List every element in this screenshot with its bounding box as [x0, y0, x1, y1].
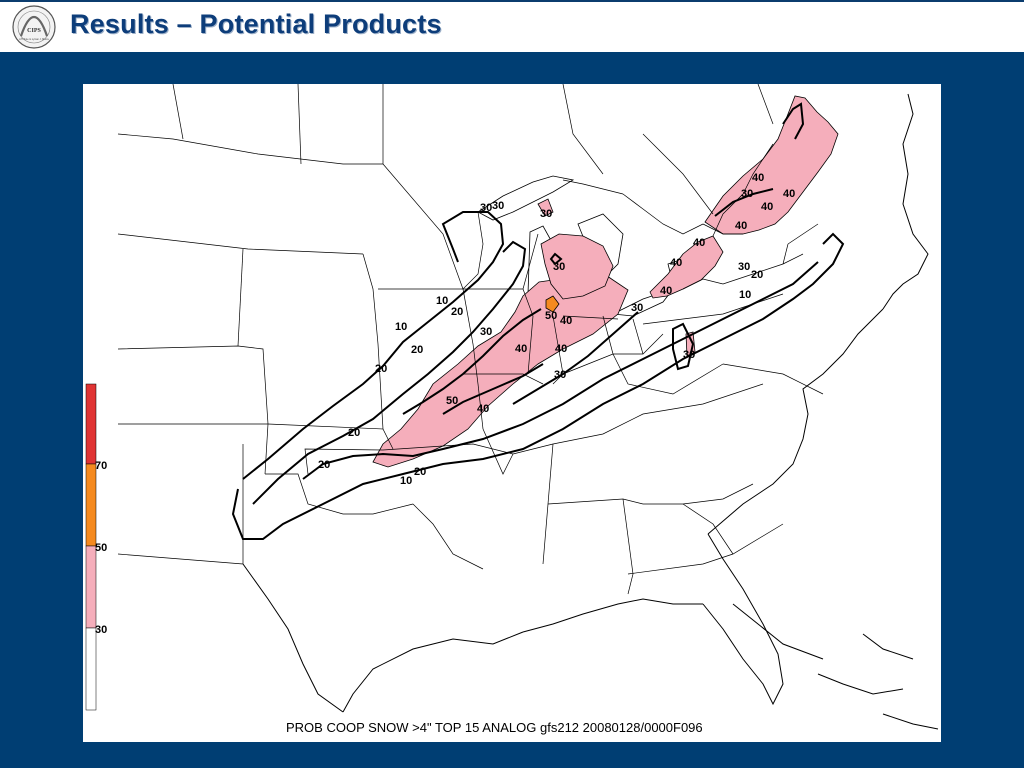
- contour-30-ohio: [512, 311, 639, 405]
- legend-bin-30: [85, 545, 97, 629]
- contour-label: 30: [741, 188, 753, 200]
- contour-label: 40: [555, 343, 567, 355]
- contour-label: 30: [631, 302, 643, 314]
- contour-label: 20: [414, 466, 426, 478]
- contour-label: 20: [318, 459, 330, 471]
- logo-text: CIPS: [27, 28, 41, 34]
- contour-lines: [231, 102, 845, 540]
- contour-label: 40: [761, 201, 773, 213]
- contour-label: 40: [752, 172, 764, 184]
- map-caption: PROB COOP SNOW >4" TOP 15 ANALOG gfs212 …: [286, 720, 703, 735]
- contour-label: 10: [436, 295, 448, 307]
- contour-label: 40: [670, 257, 682, 269]
- contour-label: 50: [545, 310, 557, 322]
- logo-caption: A Tribute to Lyman J. Moore: [19, 38, 49, 41]
- contour-20-south: [302, 261, 819, 480]
- coastline: [242, 93, 939, 730]
- political-boundaries: [117, 84, 824, 595]
- region-indiana-50: [545, 295, 560, 313]
- contour-30-interior: [402, 308, 542, 415]
- contour-label: 10: [739, 289, 751, 301]
- contour-label: 30: [554, 369, 566, 381]
- contour-label: 40: [477, 403, 489, 415]
- legend-bin-70: [85, 383, 97, 465]
- contour-label: 30: [738, 261, 750, 273]
- contour-label: 20: [451, 306, 463, 318]
- contour-lower-mi-30: [549, 252, 563, 266]
- region-newengland-30: [704, 95, 839, 235]
- contour-40-ny: [714, 188, 774, 217]
- prob-50-regions: [545, 295, 560, 313]
- page-title: Results – Potential Products: [70, 9, 442, 39]
- legend-bin-0: [85, 627, 97, 711]
- contour-labels: 30 30 30 30 40 30 40 40 40 40 40 30 20 1…: [318, 172, 795, 487]
- contour-ne-inner: [782, 102, 805, 140]
- contour-label: 40: [560, 315, 572, 327]
- contour-label: 40: [735, 220, 747, 232]
- contour-label: 30: [480, 326, 492, 338]
- contour-label: 20: [375, 363, 387, 375]
- legend-bin-50: [85, 463, 97, 547]
- region-ny-30: [649, 235, 724, 299]
- slide-header: CIPS A Tribute to Lyman J. Moore Results…: [0, 0, 1024, 52]
- contour-20-west: [252, 240, 527, 505]
- contour-label: 10: [400, 475, 412, 487]
- contour-label: 20: [411, 344, 423, 356]
- legend-label-70: 70: [95, 460, 107, 472]
- contour-va-10: [672, 322, 695, 371]
- contour-label: 50: [446, 395, 458, 407]
- legend-label-30: 30: [95, 624, 107, 636]
- contour-40-indiana: [442, 363, 544, 415]
- contour-label: 30: [540, 208, 552, 220]
- lake-superior: [477, 175, 575, 221]
- region-upper-mi-30: [537, 198, 554, 217]
- contour-label: 30: [683, 349, 695, 361]
- snow-probability-map: 30 30 30 30 40 30 40 40 40 40 40 30 20 1…: [83, 84, 941, 742]
- region-michigan-30: [540, 233, 614, 300]
- contour-label: 30: [553, 261, 565, 273]
- contour-label: 10: [395, 321, 407, 333]
- contour-label: 30: [480, 202, 492, 214]
- legend-label-50: 50: [95, 542, 107, 554]
- contour-label: 40: [693, 237, 705, 249]
- contour-label: 20: [751, 269, 763, 281]
- contour-label: 40: [783, 188, 795, 200]
- contour-label: 30: [492, 200, 504, 212]
- top-rule: [0, 0, 1024, 2]
- contour-10-west: [242, 211, 505, 480]
- map-canvas: 30 30 30 30 40 30 40 40 40 40 40 30 20 1…: [85, 84, 939, 730]
- cips-logo: CIPS A Tribute to Lyman J. Moore: [12, 5, 56, 49]
- legend-colorbar: 70 50 30: [85, 383, 107, 711]
- contour-10-south: [231, 232, 845, 540]
- contour-label: 40: [515, 343, 527, 355]
- contour-label: 20: [348, 427, 360, 439]
- contour-label: 40: [660, 285, 672, 297]
